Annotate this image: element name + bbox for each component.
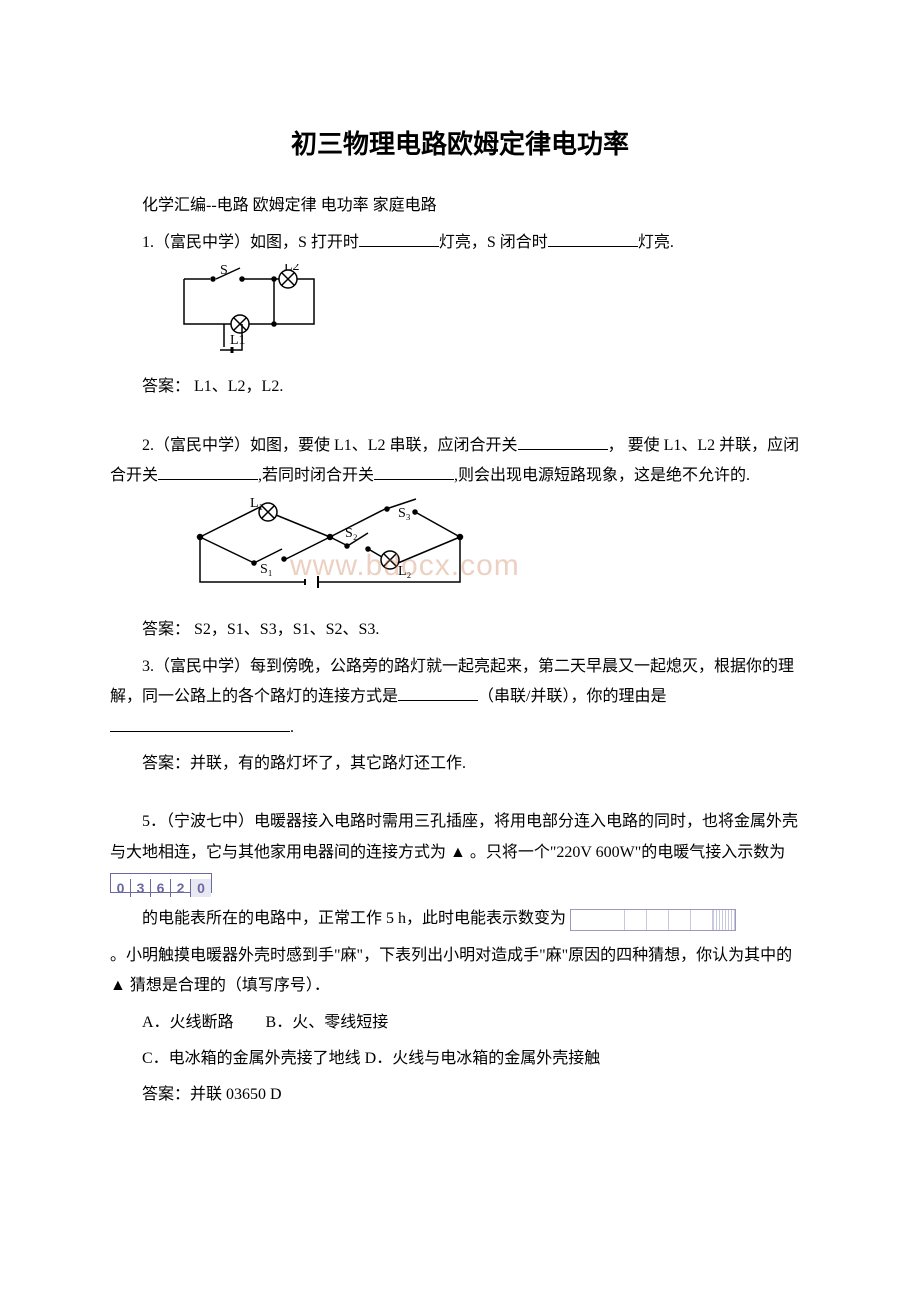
q2-text: 2.（富民中学）如图，要使 L1、L2 串联，应闭合开关， 要使 L1、L2 并… xyxy=(110,431,810,492)
subtitle: 化学汇编--电路 欧姆定律 电功率 家庭电路 xyxy=(110,191,810,221)
q1-label-l1: L1 xyxy=(230,333,246,348)
q2-label-s1: S₁ xyxy=(260,562,273,577)
q5-p1-text: 5．（宁波七中）电暖器接入电路时需用三孔插座，将用电部分连入电路的同时，也将金属… xyxy=(110,813,798,860)
q1-blank-1 xyxy=(359,246,439,247)
q3-blank-1 xyxy=(398,700,478,701)
q2-label-s3: S₃ xyxy=(398,506,411,521)
q2-p2b: ,若同时闭合开关 xyxy=(258,467,374,484)
q3-blank-2 xyxy=(110,731,290,732)
q1-suffix: 灯亮. xyxy=(638,234,674,251)
q5-p3: 。小明触摸电暖器外壳时感到手"麻"，下表列出小明对造成手"麻"原因的四种猜想，你… xyxy=(110,941,810,1002)
q2-label-l2: L₂ xyxy=(398,564,412,579)
q1-label-s: S xyxy=(220,264,228,278)
q5-answer: 答案：并联 03650 D xyxy=(110,1080,810,1110)
q5-p1: 5．（宁波七中）电暖器接入电路时需用三孔插座，将用电部分连入电路的同时，也将金属… xyxy=(110,807,810,898)
q3-c: . xyxy=(290,719,294,736)
q2-circuit: L₁ L₂ S₁ S₂ S₃ www.bdocx.com xyxy=(190,497,810,607)
q2-label-l1: L₁ xyxy=(250,497,263,511)
q2-blank-3 xyxy=(374,479,454,480)
q1-prefix: 1.（富民中学）如图，S 打开时 xyxy=(142,234,359,251)
q3-a: 3.（富民中学）每到傍晚，公路旁的路灯就一起亮起来，第二天早晨又一起熄灭，根据你… xyxy=(110,658,794,705)
q1-text: 1.（富民中学）如图，S 打开时 灯亮，S 闭合时 灯亮. xyxy=(110,228,810,258)
page-title: 初三物理电路欧姆定律电功率 xyxy=(110,120,810,169)
q3-answer: 答案：并联，有的路灯坏了，其它路灯还工作. xyxy=(110,749,810,779)
q5-p2-text: 的电能表所在的电路中，正常工作 5 h，此时电能表示数变为 xyxy=(142,910,566,927)
q2-label-s2: S₂ xyxy=(345,526,358,541)
q5-options-cd: C．电冰箱的金属外壳接了地线 D．火线与电冰箱的金属外壳接触 xyxy=(110,1044,810,1074)
q2-blank-2 xyxy=(158,479,258,480)
meter-reading-2 xyxy=(570,909,736,931)
q3-b: （串联/并联），你的理由是 xyxy=(478,688,666,705)
q3-text: 3.（富民中学）每到傍晚，公路旁的路灯就一起亮起来，第二天早晨又一起熄灭，根据你… xyxy=(110,652,810,743)
q2-p2c: ,则会出现电源短路现象，这是绝不允许的. xyxy=(454,467,750,484)
q2-blank-1 xyxy=(518,449,608,450)
q1-blank-2 xyxy=(548,246,638,247)
q2-answer: 答案： S2，S1、S3，S1、S2、S3. xyxy=(110,615,810,645)
q1-label-l2: L2 xyxy=(284,264,300,274)
meter-reading-1: 03620 xyxy=(110,873,212,893)
q5-options-ab: A．火线断路 B．火、零线短接 xyxy=(110,1008,810,1038)
q5-p2: 的电能表所在的电路中，正常工作 5 h，此时电能表示数变为 xyxy=(110,904,810,934)
q1-answer: 答案： L1、L2，L2. xyxy=(110,372,810,402)
q2-prefix: 2.（富民中学）如图，要使 L1、L2 串联，应闭合开关 xyxy=(142,437,518,454)
q1-mid: 灯亮，S 闭合时 xyxy=(439,234,548,251)
q1-circuit: S L2 L1 xyxy=(174,264,810,364)
